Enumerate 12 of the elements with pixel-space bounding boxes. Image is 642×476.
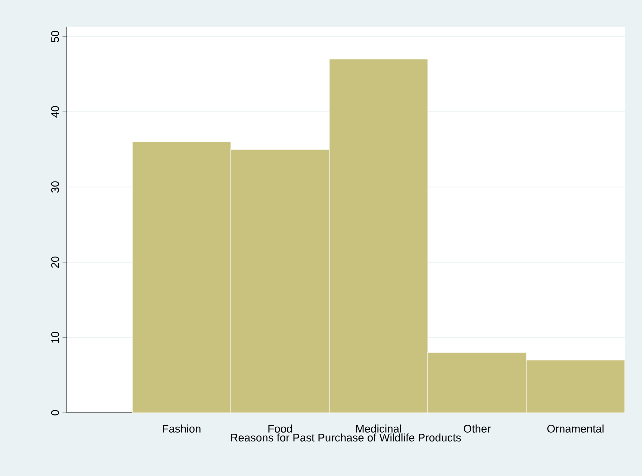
y-tick-label: 20 — [51, 256, 60, 268]
y-tick-label: 50 — [51, 31, 60, 42]
x-tick-label: Other — [464, 424, 491, 433]
x-tick-label: Medicinal — [356, 424, 402, 433]
y-tick-label: 10 — [51, 332, 60, 344]
x-tick-label: Fashion — [163, 424, 201, 433]
y-tick-label: 30 — [51, 182, 60, 193]
x-axis-title: Reasons for Past Purchase of Wildlife Products — [231, 434, 462, 442]
x-tick-label: Ornamental — [548, 424, 604, 433]
x-tick-label: Food — [268, 424, 292, 433]
y-tick-label: 40 — [51, 106, 60, 118]
y-tick-label: 0 — [51, 410, 60, 416]
